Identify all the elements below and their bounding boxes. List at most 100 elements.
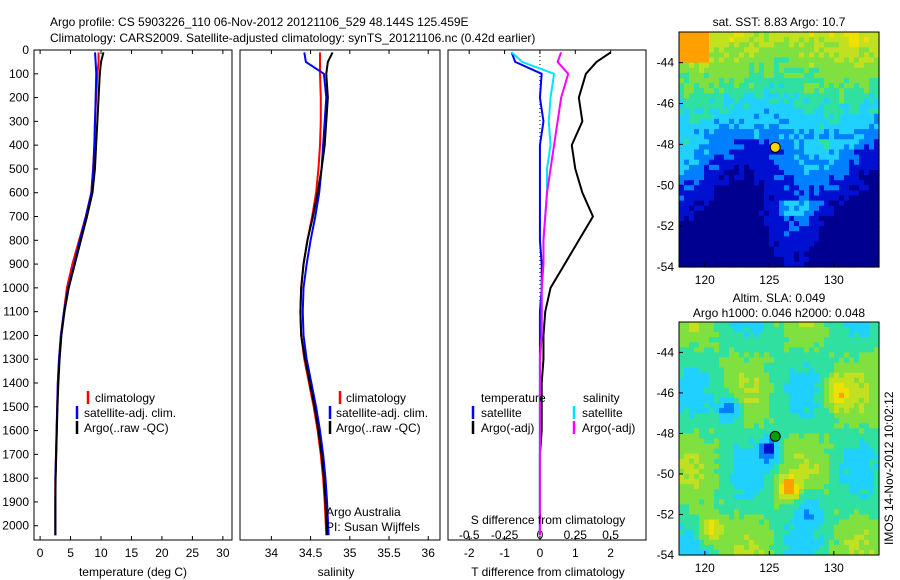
map-cell [704, 539, 710, 546]
map-cell [769, 362, 775, 369]
map-cell [739, 337, 745, 343]
map-cell [694, 200, 700, 207]
map-cell [829, 57, 835, 64]
map-cell [824, 499, 830, 505]
map-cell [689, 164, 695, 171]
map-cell [724, 499, 730, 505]
map-cell [704, 57, 710, 64]
map-cell [749, 42, 755, 48]
map-cell [799, 231, 805, 237]
map-cell [699, 154, 705, 161]
map-cell [709, 190, 715, 197]
map-cell [739, 72, 745, 79]
map-cell [739, 42, 745, 48]
map-cell [704, 433, 710, 440]
map-cell [869, 185, 875, 191]
map-cell [714, 98, 720, 105]
map-cell [769, 524, 775, 531]
map-cell [744, 226, 750, 232]
map-cell [689, 256, 695, 263]
map-cell [749, 134, 755, 140]
map-cell [859, 408, 865, 414]
map-cell [829, 544, 835, 551]
map-cell [759, 489, 765, 495]
map-cell [739, 236, 745, 243]
map-cell [744, 403, 750, 409]
map-cell [824, 195, 830, 202]
map-cell [704, 489, 710, 495]
map-cell [779, 164, 785, 171]
map-cell [864, 83, 870, 89]
map-cell [779, 108, 785, 115]
map-cell [844, 47, 850, 54]
map-cell [734, 236, 740, 243]
map-cell [869, 479, 875, 485]
map-cell [774, 52, 780, 59]
map-cell [724, 47, 730, 54]
sst-map-title: sat. SST: 8.83 Argo: 10.7 [713, 15, 846, 29]
map-cell [874, 519, 880, 526]
map-cell [804, 62, 810, 69]
map-cell [749, 98, 755, 105]
map-cell [719, 509, 725, 516]
map-cell [869, 453, 875, 460]
map-cell [789, 468, 795, 475]
map-cell [824, 93, 830, 100]
map-cell [744, 377, 750, 384]
sla-map-title-1: Altim. SLA: 0.049 [733, 291, 826, 305]
map-cell [784, 77, 790, 84]
map-cell [869, 221, 875, 227]
x-tick-label: 35.5 [377, 546, 401, 560]
map-cell [819, 357, 825, 364]
map-cell [859, 103, 865, 110]
map-cell [789, 443, 795, 450]
map-cell [739, 175, 745, 181]
map-cell [724, 377, 730, 384]
map-cell [694, 42, 700, 48]
map-cell [689, 215, 695, 222]
map-cell [749, 62, 755, 69]
map-cell [819, 499, 825, 505]
map-cell [854, 236, 860, 243]
map-cell [739, 164, 745, 171]
map-cell [869, 504, 875, 511]
map-cell [844, 443, 850, 450]
map-cell [684, 494, 690, 500]
map-cell [704, 413, 710, 419]
map-cell [839, 322, 845, 328]
map-cell [864, 42, 870, 48]
map-cell [774, 205, 780, 212]
map-cell [784, 413, 790, 419]
legend-temperature: temperature [481, 391, 546, 405]
map-cell [774, 236, 780, 243]
map-cell [829, 484, 835, 490]
map-cell [744, 357, 750, 364]
map-cell [779, 83, 785, 89]
map-cell [679, 72, 685, 79]
map-cell [739, 215, 745, 222]
map-cell [714, 169, 720, 176]
map-cell [829, 322, 835, 328]
map-cell [809, 113, 815, 120]
map-cell [764, 367, 770, 374]
map-cell [819, 413, 825, 419]
map-cell [709, 123, 715, 130]
map-cell [864, 468, 870, 475]
map-cell [744, 47, 750, 54]
map-cell [849, 367, 855, 374]
map-cell [794, 88, 800, 94]
map-cell [689, 438, 695, 445]
map-cell [829, 241, 835, 248]
map-cell [784, 418, 790, 424]
map-cell [784, 322, 790, 328]
map-cell [714, 32, 720, 38]
map-cell [704, 423, 710, 429]
map-cell [769, 139, 775, 145]
map-cell [704, 67, 710, 74]
map-cell [789, 215, 795, 222]
map-cell [854, 519, 860, 526]
map-cell [789, 504, 795, 511]
map-cell [839, 42, 845, 48]
map-cell [829, 473, 835, 480]
map-cell [734, 103, 740, 110]
